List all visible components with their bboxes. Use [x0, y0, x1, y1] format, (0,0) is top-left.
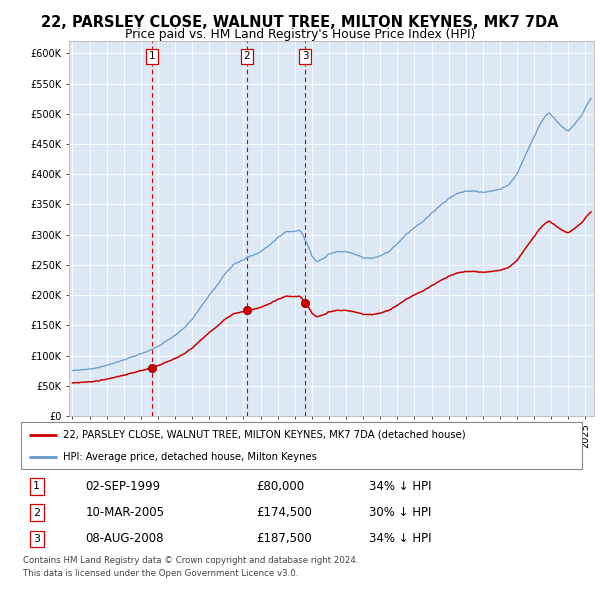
Text: 34% ↓ HPI: 34% ↓ HPI	[369, 480, 431, 493]
Text: £174,500: £174,500	[257, 506, 313, 519]
Text: Price paid vs. HM Land Registry's House Price Index (HPI): Price paid vs. HM Land Registry's House …	[125, 28, 475, 41]
Text: £187,500: £187,500	[257, 532, 313, 545]
Text: 22, PARSLEY CLOSE, WALNUT TREE, MILTON KEYNES, MK7 7DA: 22, PARSLEY CLOSE, WALNUT TREE, MILTON K…	[41, 15, 559, 30]
Text: HPI: Average price, detached house, Milton Keynes: HPI: Average price, detached house, Milt…	[63, 453, 317, 462]
Text: Contains HM Land Registry data © Crown copyright and database right 2024.: Contains HM Land Registry data © Crown c…	[23, 556, 358, 565]
Text: 2: 2	[33, 507, 40, 517]
Text: 22, PARSLEY CLOSE, WALNUT TREE, MILTON KEYNES, MK7 7DA (detached house): 22, PARSLEY CLOSE, WALNUT TREE, MILTON K…	[63, 430, 466, 440]
Text: 02-SEP-1999: 02-SEP-1999	[86, 480, 161, 493]
Text: 10-MAR-2005: 10-MAR-2005	[86, 506, 164, 519]
Text: 08-AUG-2008: 08-AUG-2008	[86, 532, 164, 545]
Text: 3: 3	[33, 534, 40, 544]
Text: This data is licensed under the Open Government Licence v3.0.: This data is licensed under the Open Gov…	[23, 569, 298, 578]
Text: 30% ↓ HPI: 30% ↓ HPI	[369, 506, 431, 519]
Text: 1: 1	[149, 51, 155, 61]
Text: 34% ↓ HPI: 34% ↓ HPI	[369, 532, 431, 545]
Text: 1: 1	[33, 481, 40, 491]
Text: 3: 3	[302, 51, 308, 61]
Text: £80,000: £80,000	[257, 480, 305, 493]
Text: 2: 2	[244, 51, 250, 61]
FancyBboxPatch shape	[21, 422, 582, 469]
